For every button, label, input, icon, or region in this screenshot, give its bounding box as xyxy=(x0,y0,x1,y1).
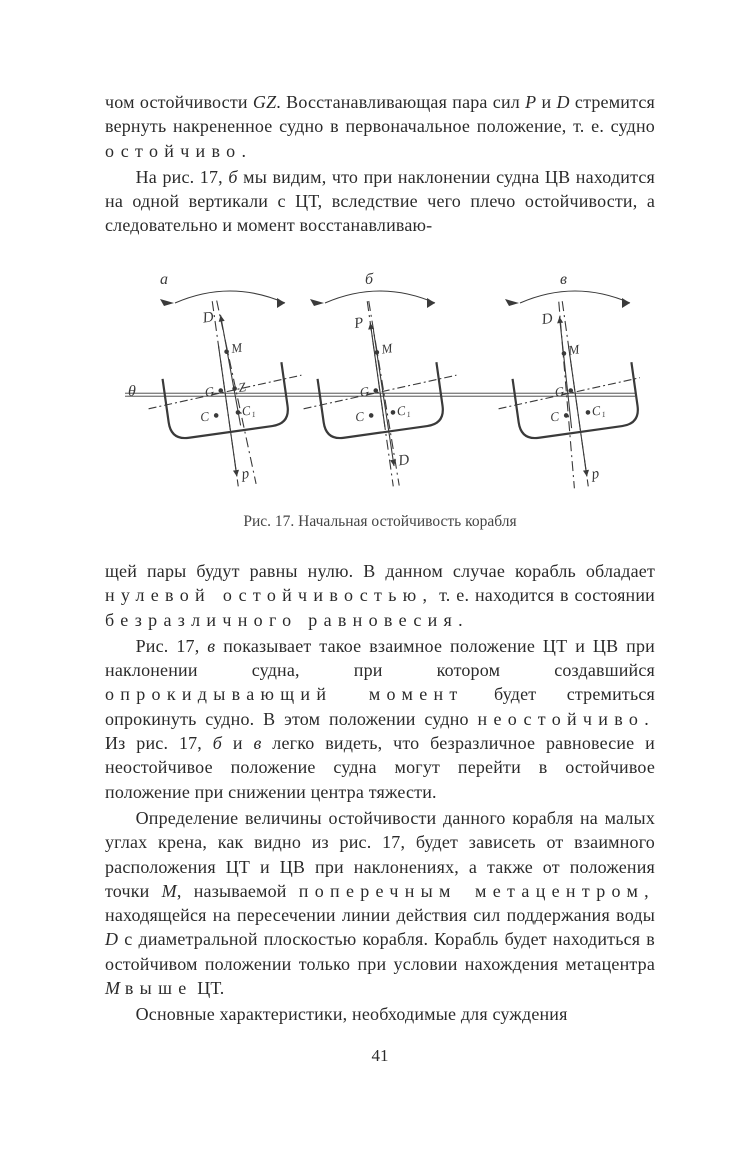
svg-text:C₁: C₁ xyxy=(396,402,411,419)
svg-text:M: M xyxy=(379,340,394,357)
text: Из рис. 17, xyxy=(105,733,213,753)
paragraph-6: Основные характеристики, необходимые для… xyxy=(105,1002,655,1026)
svg-text:C: C xyxy=(199,408,210,424)
emph: безразличного равновесия. xyxy=(105,610,469,630)
var-d: D xyxy=(105,929,118,949)
text: , называемой xyxy=(177,881,299,901)
svg-text:D: D xyxy=(540,311,554,329)
svg-text:M: M xyxy=(229,339,244,356)
text: щей пары будут равны нулю. В данном случ… xyxy=(105,561,655,581)
emph: неостойчиво. xyxy=(478,709,655,729)
figure-17: θаGCC₁MZDpбGCC₁MDPвGCC₁MDp xyxy=(105,262,655,498)
var-gz: GZ xyxy=(253,92,276,112)
ref: б xyxy=(228,167,237,187)
svg-text:G: G xyxy=(204,383,216,399)
text: с диаметральной плоскостью корабля. Кора… xyxy=(105,929,655,973)
svg-text:D: D xyxy=(201,309,215,327)
text: Основные характеристики, необходимые для… xyxy=(136,1004,568,1024)
svg-text:б: б xyxy=(365,271,374,288)
figure-svg: θаGCC₁MZDpбGCC₁MDPвGCC₁MDp xyxy=(120,262,640,492)
paragraph-5: Определение величины остойчивости данног… xyxy=(105,806,655,1000)
text: и xyxy=(222,733,253,753)
svg-text:p: p xyxy=(240,466,251,483)
figure-caption: Рис. 17. Начальная остойчивость корабля xyxy=(105,512,655,533)
page-number: 41 xyxy=(105,1045,655,1068)
paragraph-2: На рис. 17, б мы видим, что при наклонен… xyxy=(105,165,655,238)
ref: б xyxy=(213,733,222,753)
svg-text:C: C xyxy=(549,408,560,424)
svg-text:а: а xyxy=(160,271,168,288)
text: Рис. 17, xyxy=(136,636,208,656)
text: . Восстанавливающая пара сил xyxy=(276,92,525,112)
svg-text:C: C xyxy=(354,408,365,424)
emph: остойчиво. xyxy=(105,141,252,161)
var-m: M xyxy=(162,881,177,901)
svg-text:P: P xyxy=(352,315,364,332)
emph: нулевой остойчивостью, xyxy=(105,585,433,605)
paragraph-4: Рис. 17, в показывает такое взаимное пол… xyxy=(105,634,655,804)
svg-text:D: D xyxy=(396,452,410,470)
svg-text:C₁: C₁ xyxy=(591,402,606,419)
svg-text:C₁: C₁ xyxy=(241,402,256,419)
emph: выше xyxy=(125,978,193,998)
emph: поперечным метацентром, xyxy=(299,881,655,901)
text: и xyxy=(536,92,556,112)
var-m: M xyxy=(105,978,120,998)
svg-text:G: G xyxy=(554,383,566,399)
var-d: D xyxy=(557,92,570,112)
text: На рис. 17, xyxy=(136,167,229,187)
svg-text:p: p xyxy=(590,466,601,483)
paragraph-1: чом остойчивости GZ. Восстанавливающая п… xyxy=(105,90,655,163)
text: чом остойчивости xyxy=(105,92,253,112)
text: ЦТ. xyxy=(193,978,225,998)
paragraph-3: щей пары будут равны нулю. В данном случ… xyxy=(105,559,655,632)
emph: опрокидывающий момент xyxy=(105,684,464,704)
svg-text:в: в xyxy=(560,271,567,288)
svg-text:G: G xyxy=(359,383,371,399)
var-p: P xyxy=(525,92,536,112)
svg-text:θ: θ xyxy=(128,383,136,400)
text: т. е. находится в состоянии xyxy=(433,585,655,605)
text: находящейся на пересечении линии действи… xyxy=(105,905,655,925)
